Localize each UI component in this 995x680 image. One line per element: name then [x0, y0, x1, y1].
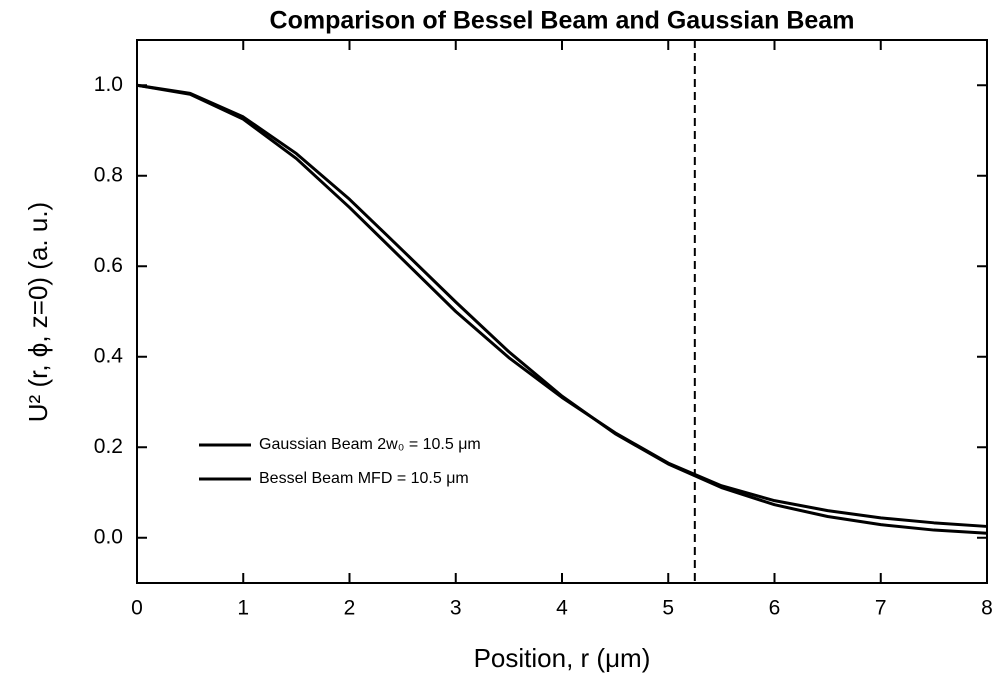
- chart-title: Comparison of Bessel Beam and Gaussian B…: [270, 7, 855, 35]
- x-tick-label: 6: [769, 597, 781, 620]
- y-tick-label: 0.0: [94, 525, 123, 548]
- y-tick-label: 1.0: [94, 73, 123, 96]
- x-tick-label: 3: [450, 597, 462, 620]
- x-tick-label: 5: [662, 597, 674, 620]
- y-tick-label: 0.8: [94, 163, 123, 186]
- x-tick-label: 2: [344, 597, 356, 620]
- plot-frame: [136, 39, 988, 584]
- x-axis-label: Position, r (μm): [474, 643, 651, 673]
- line-series: [136, 83, 988, 535]
- line-series: [136, 83, 988, 528]
- y-axis-label: U² (r, ϕ, z=0) (a. u.): [23, 202, 53, 422]
- y-tick-label: 0.6: [94, 254, 123, 277]
- legend-label: Gaussian Beam 2w₀ = 10.5 μm: [259, 436, 481, 453]
- y-tick-label: 0.4: [94, 344, 124, 367]
- x-tick-label: 4: [556, 597, 568, 620]
- x-tick-label: 1: [237, 597, 249, 620]
- y-tick-label: 0.2: [94, 435, 123, 458]
- legend-label: Bessel Beam MFD = 10.5 μm: [259, 470, 469, 487]
- x-tick-label: 0: [131, 597, 143, 620]
- x-tick-label: 7: [875, 597, 887, 620]
- x-tick-label: 8: [981, 597, 993, 620]
